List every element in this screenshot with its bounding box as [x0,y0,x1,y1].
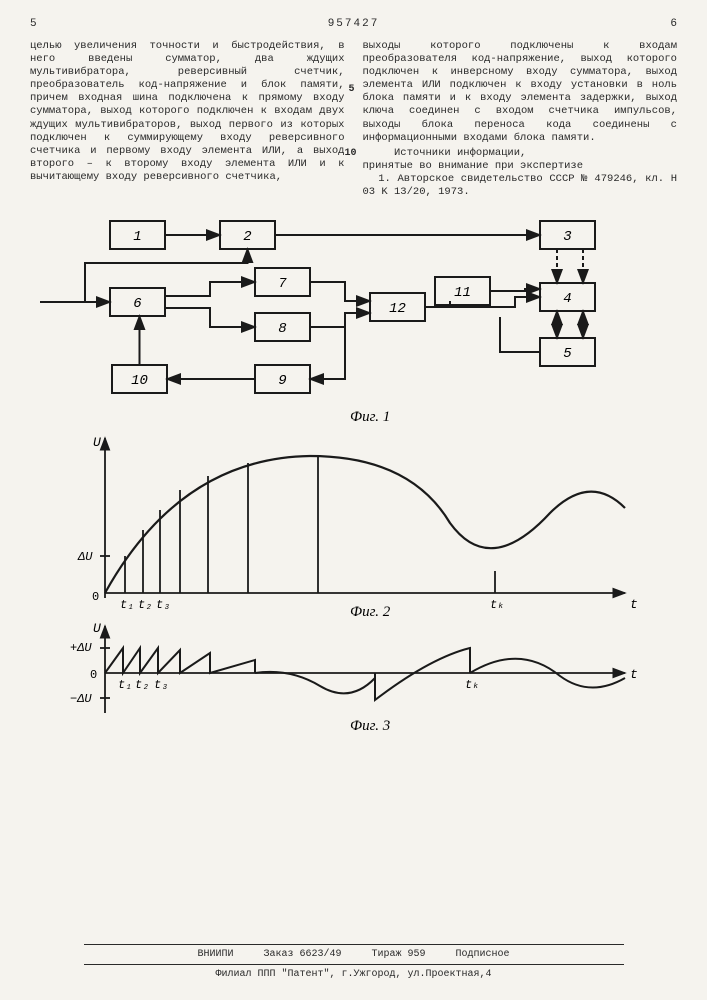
patent-number: 957427 [328,18,380,32]
col1-text: целью увеличения точности и быстродейств… [30,40,345,184]
fig3-ndu: −ΔU [70,692,92,706]
block-label-7: 7 [278,276,287,292]
block-label-5: 5 [563,346,572,362]
text-columns: целью увеличения точности и быстродейств… [30,40,677,200]
block-label-8: 8 [278,321,286,337]
line-number-10: 10 [345,148,357,161]
col2-ref: 1. Авторское свидетельство СССР № 479246… [363,173,678,199]
fig2-t1: t₁ [120,598,134,612]
col2-sources-line: принятые во внимание при экспертизе [363,160,678,173]
figure-1-diagram: 123456789101112 Фиг. 1 [30,213,660,428]
fig3-ylabel: U [93,621,101,636]
column-right: 5 10 выходы которого подключены к входам… [363,40,678,200]
col2-p1: выходы которого подключены к входам прео… [363,40,678,145]
fig2-tk: tₖ [490,598,504,612]
block-label-11: 11 [454,285,471,301]
fig2-du: ΔU [77,550,93,564]
fig3-caption: Фиг. 3 [350,718,390,734]
fig2-t3: t₃ [156,598,170,612]
block-label-2: 2 [243,229,251,245]
fig3-xlabel: t [630,667,638,682]
fig1-caption: Фиг. 1 [350,409,390,425]
fig2-xlabel: t [630,597,638,612]
page-num-right: 6 [670,18,677,32]
column-left: целью увеличения точности и быстродейств… [30,40,345,200]
fig3-pdu: +ΔU [70,641,92,655]
block-label-9: 9 [278,373,286,389]
page-header: 5 957427 6 [30,18,677,32]
fig2-ylabel: U [93,435,101,450]
col2-sources-title: Источники информации, [363,147,678,160]
colophon: ВНИИПИ Заказ 6623/49 Тираж 959 Подписное… [0,942,707,982]
fig3-t3: t₃ [154,678,168,692]
footer-address: Филиал ППП "Патент", г.Ужгород, ул.Проек… [0,967,707,982]
line-number-5: 5 [349,84,355,97]
block-label-4: 4 [563,291,571,307]
fig2-origin: 0 [92,590,99,604]
figures-area: 123456789101112 Фиг. 1 U t 0 ΔU t₁ t₂ t₃… [30,213,677,738]
block-label-6: 6 [133,296,141,312]
fig3-t1: t₁ [118,678,132,692]
footer-sub: Подписное [456,949,510,960]
footer-tirazh: Тираж 959 [372,949,426,960]
block-label-1: 1 [133,229,141,245]
block-label-3: 3 [563,229,571,245]
fig3-tk: tₖ [465,678,479,692]
figure-3-chart: U t 0 +ΔU −ΔU t₁ t₂ t₃ tₖ Фиг. 3 [30,618,660,738]
page-num-left: 5 [30,18,37,32]
fig3-origin: 0 [90,668,97,682]
block-label-12: 12 [389,301,406,317]
fig2-t2: t₂ [138,598,152,612]
fig3-t2: t₂ [135,678,149,692]
figure-2-chart: U t 0 ΔU t₁ t₂ t₃ tₖ Фиг. 2 [30,428,660,618]
block-label-10: 10 [131,373,148,389]
fig2-caption: Фиг. 2 [350,604,391,618]
footer-order: Заказ 6623/49 [263,949,341,960]
footer-org: ВНИИПИ [197,949,233,960]
